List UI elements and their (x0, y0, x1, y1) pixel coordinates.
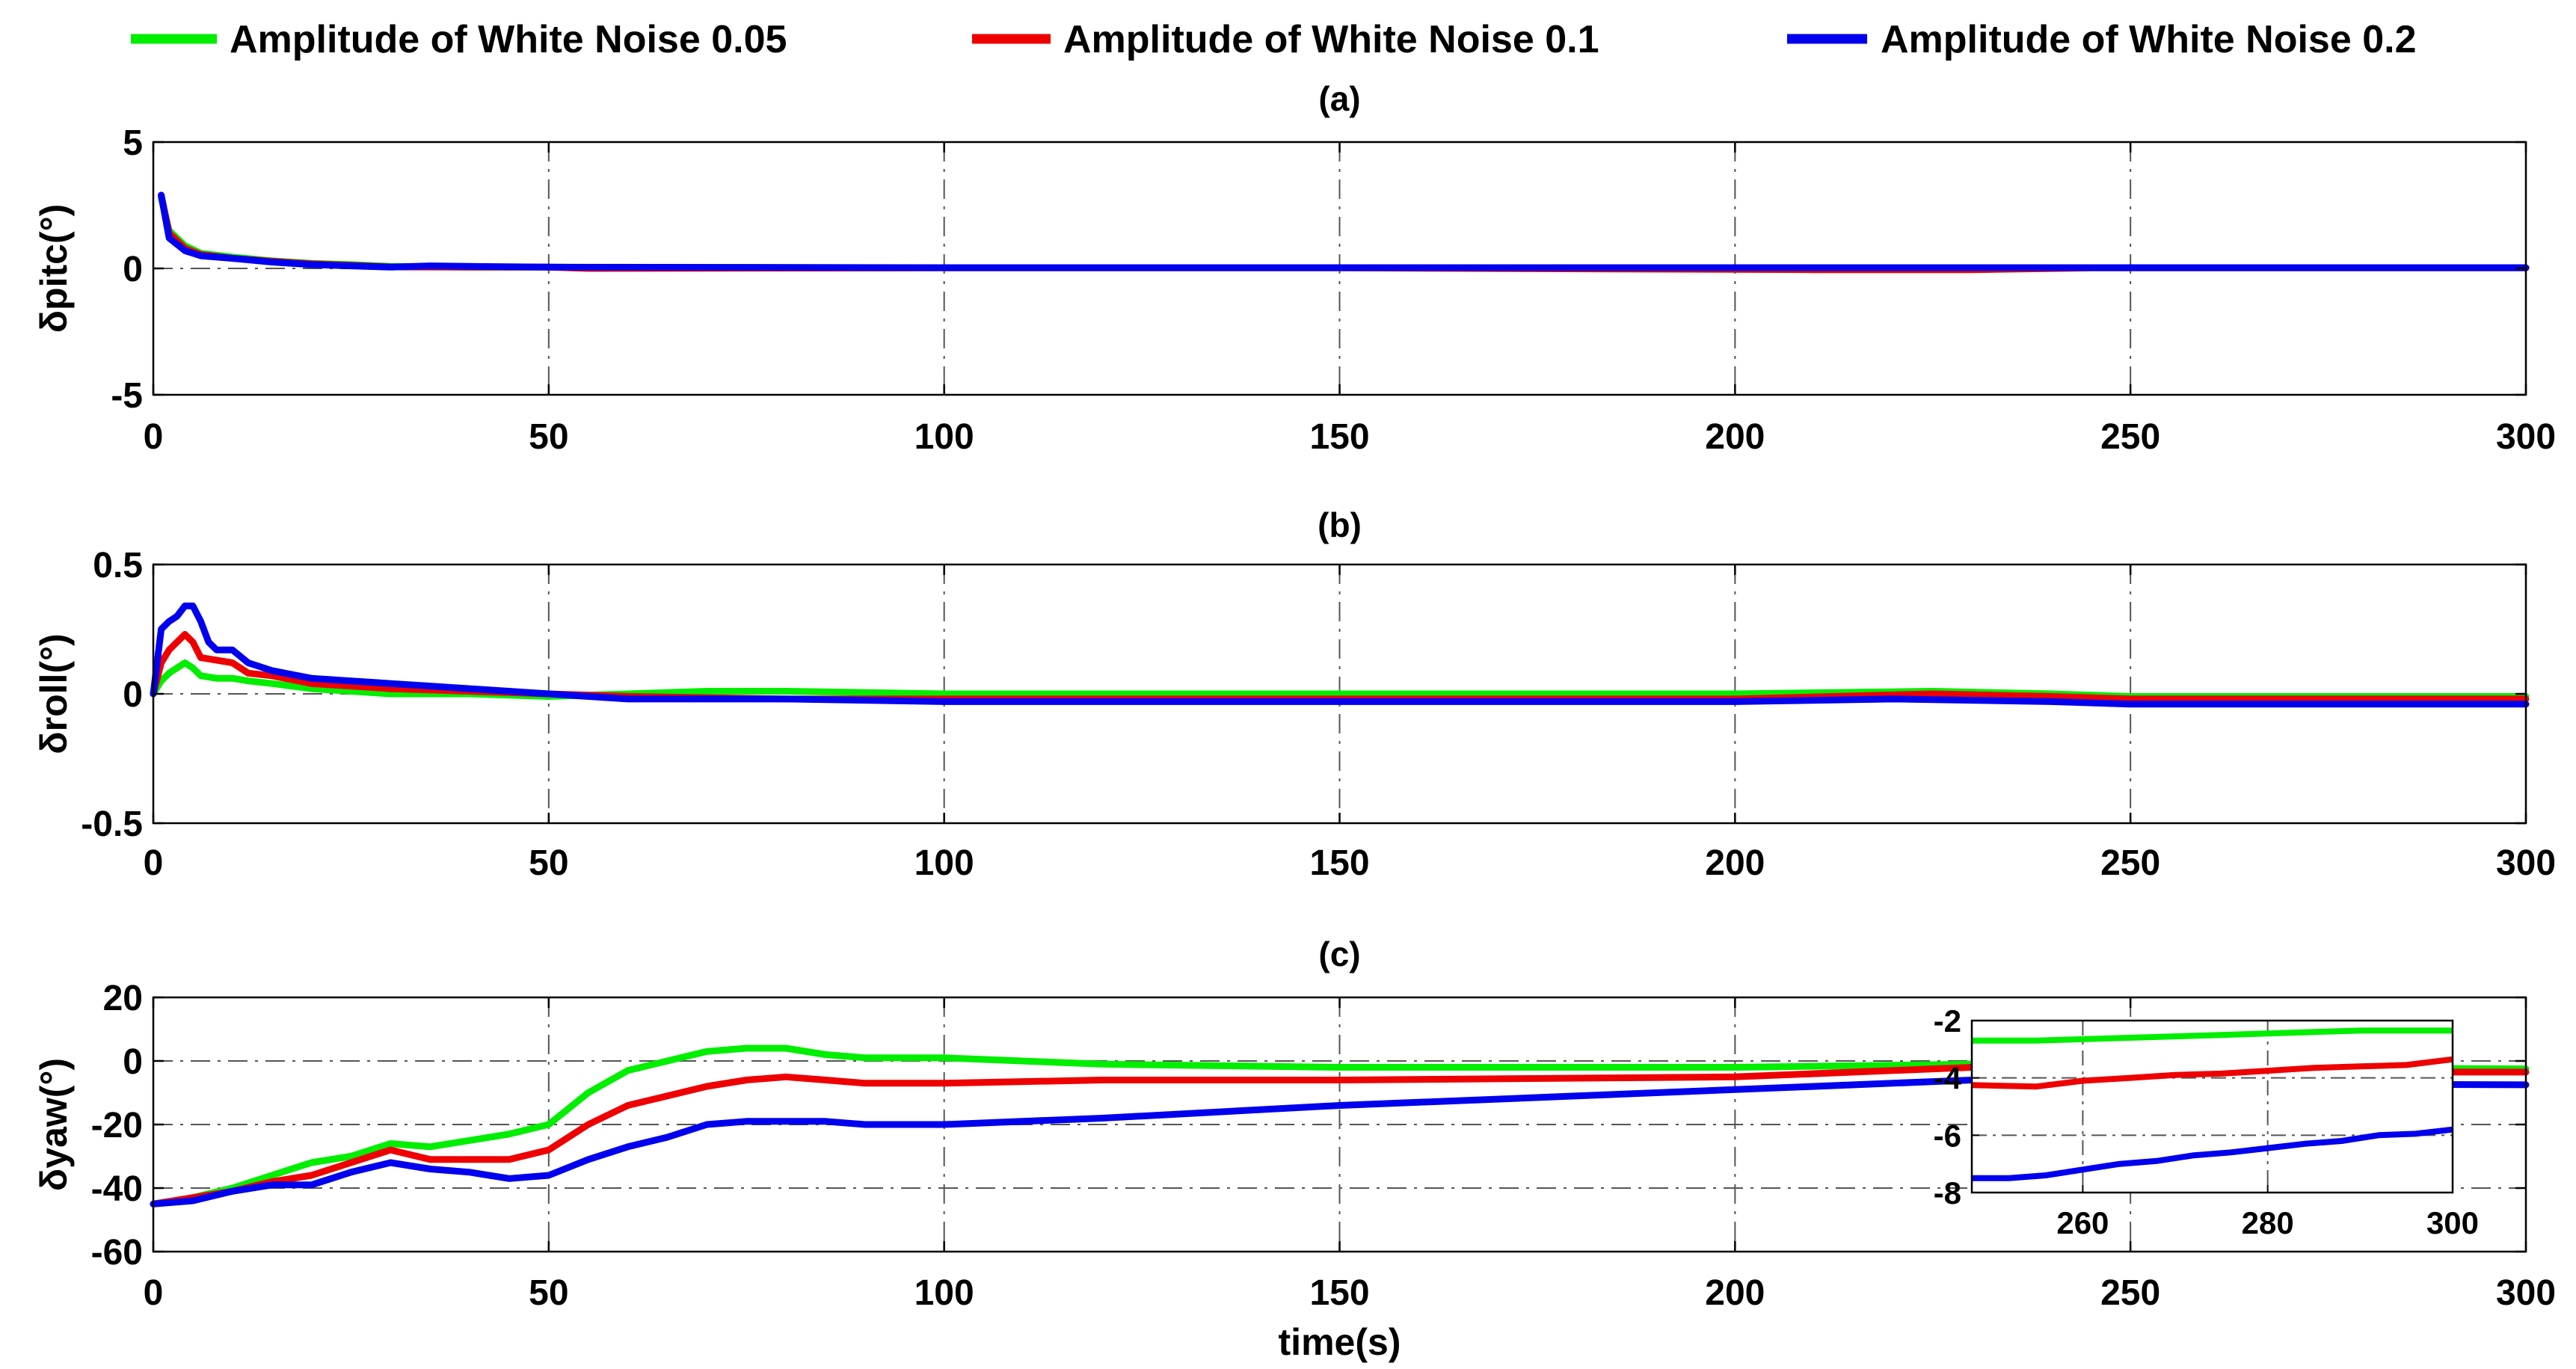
series-line-0 (150, 1045, 2530, 1208)
y-tick-label: 0 (123, 1042, 143, 1082)
inset-series-line-0 (1972, 1027, 2453, 1044)
x-tick-label: 100 (914, 1273, 974, 1313)
x-axis-label: time(s) (1279, 1321, 1401, 1363)
inset-y-tick-label: -8 (1934, 1175, 1961, 1210)
y-axis-label: δroll(°) (33, 633, 75, 754)
x-tick-label: 250 (2100, 1273, 2160, 1313)
x-tick-label: 0 (144, 1273, 164, 1313)
x-tick-label: 200 (1705, 1273, 1765, 1313)
x-tick-label: 150 (1309, 843, 1369, 883)
y-tick-label: 20 (103, 979, 143, 1018)
inset-plot: 260 280 300 -8 -6 -4 -2 (1934, 1003, 2479, 1240)
inset-x-tick-label: 280 (2242, 1205, 2294, 1240)
x-tick-label: 150 (1309, 1273, 1369, 1313)
inset-x-tick-label: 300 (2426, 1205, 2479, 1240)
panel-title: (c) (1318, 935, 1360, 973)
x-tick-label: 50 (529, 417, 568, 457)
inset-frame (1970, 1019, 2454, 1194)
legend: Amplitude of White Noise 0.05 Amplitude o… (131, 18, 2417, 61)
x-tick-label: 300 (2496, 1273, 2556, 1313)
x-tick-label: 250 (2100, 417, 2160, 457)
x-tick-label: 0 (144, 417, 164, 457)
inset-series-line-2 (1972, 1126, 2453, 1181)
y-tick-label: -0.5 (81, 805, 143, 844)
x-tick-label: 0 (144, 843, 164, 883)
x-tick-label: 300 (2496, 417, 2556, 457)
y-tick-label: 0 (123, 675, 143, 715)
x-tick-label: 50 (529, 843, 568, 883)
series-line-0 (158, 194, 2530, 271)
inset-y-tick-label: -2 (1934, 1003, 1961, 1039)
series-line-1 (158, 191, 2530, 274)
legend-label: Amplitude of White Noise 0.2 (1881, 18, 2417, 61)
series-line-2 (150, 1077, 2530, 1208)
y-tick-label: 0 (123, 250, 143, 289)
panel-c: (c) 0 50 100 150 200 250 300 -60 -40 -20 0 20 δyaw(°)… (33, 935, 2556, 1363)
series-line-2 (150, 602, 2530, 708)
panel-title: (a) (1318, 79, 1360, 118)
x-tick-label: 200 (1705, 417, 1765, 457)
x-tick-label: 50 (529, 1273, 568, 1313)
y-axis-label: δyaw(°) (33, 1058, 75, 1191)
panel-title: (b) (1318, 505, 1362, 544)
x-tick-label: 200 (1705, 843, 1765, 883)
inset-x-tick-label: 260 (2056, 1205, 2109, 1240)
y-tick-label: -20 (91, 1106, 143, 1145)
y-tick-label: -40 (91, 1169, 143, 1209)
legend-label: Amplitude of White Noise 0.1 (1063, 18, 1599, 61)
y-tick-label: -5 (111, 376, 143, 416)
series-line-2 (158, 191, 2530, 271)
series-line-0 (150, 659, 2530, 700)
x-tick-label: 100 (914, 843, 974, 883)
y-tick-label: 5 (123, 123, 143, 163)
inset-series-line-1 (1971, 1056, 2453, 1090)
x-tick-label: 150 (1309, 417, 1369, 457)
y-tick-label: -60 (91, 1233, 143, 1273)
inset-background (1972, 1021, 2453, 1193)
legend-label: Amplitude of White Noise 0.05 (230, 18, 787, 61)
series-line-1 (150, 1064, 2530, 1208)
inset-y-tick-label: -6 (1934, 1118, 1961, 1153)
inset-y-tick-label: -4 (1934, 1061, 1962, 1096)
x-tick-label: 250 (2100, 843, 2160, 883)
y-tick-label: 0.5 (93, 546, 143, 585)
x-tick-label: 100 (914, 417, 974, 457)
y-axis-label: δpitc(°) (33, 204, 75, 333)
x-tick-label: 300 (2496, 843, 2556, 883)
